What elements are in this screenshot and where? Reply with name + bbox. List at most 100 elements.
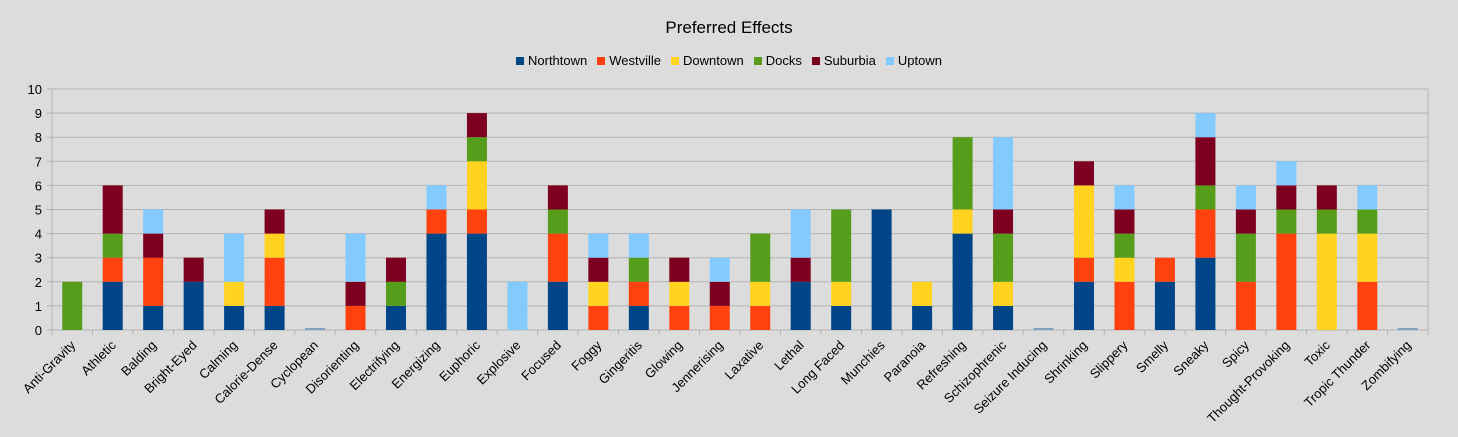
x-tick-label: Toxic [1301, 337, 1333, 369]
bar-segment-downtown [1114, 257, 1135, 282]
y-tick-label: 1 [35, 299, 42, 314]
bar-segment-northtown [183, 281, 204, 330]
legend-swatch [811, 56, 820, 65]
legend-item: Northtown [516, 53, 587, 68]
bar-segment-westville [264, 257, 285, 306]
bar-segment-northtown [790, 281, 811, 330]
bar-segment-westville [143, 257, 164, 306]
legend-swatch [597, 56, 606, 65]
bar-segment-uptown [1357, 185, 1378, 210]
bar-segment-suburbia [102, 185, 123, 234]
x-tick-label: Munchies [838, 337, 888, 387]
legend-swatch [516, 56, 524, 65]
bar-segment-westville [1276, 233, 1297, 330]
legend-item: Docks [753, 53, 802, 68]
bar-segment-downtown [952, 209, 973, 234]
x-tick-label: Shrinking [1041, 338, 1090, 387]
bar-segment-westville [588, 305, 609, 330]
bar-segment-northtown [547, 281, 568, 330]
legend-item: Westville [597, 53, 661, 68]
bar-segment-downtown [669, 281, 690, 306]
x-tick-label: Foggy [568, 337, 605, 374]
bar-segment-uptown [426, 185, 447, 210]
bar-segment-downtown [1074, 185, 1094, 258]
legend-item: Suburbia [811, 53, 876, 68]
bar-segment-northtown [426, 233, 447, 330]
bar-segment-downtown [224, 281, 245, 306]
bar-segment-westville [345, 305, 366, 330]
legend-label: Docks [765, 53, 802, 68]
legend-label: Uptown [897, 53, 942, 68]
x-tick-label: Spicy [1219, 337, 1252, 370]
bar-segment-downtown [1357, 233, 1378, 282]
bar-segment-suburbia [547, 185, 568, 210]
bar-segment-northtown [143, 305, 164, 330]
x-tick-label: Anti-Gravity [20, 337, 79, 396]
bar-segment-uptown [709, 257, 730, 282]
legend-swatch [671, 56, 680, 65]
bar-segment-docks [62, 281, 83, 330]
bar-segment-downtown [993, 281, 1014, 306]
bar-segment-northtown [386, 305, 406, 330]
bar-segment-empty [1033, 328, 1054, 330]
bar-segment-westville [628, 281, 649, 306]
bar-segment-westville [426, 209, 447, 234]
bar-segment-suburbia [588, 257, 609, 282]
y-tick-label: 6 [35, 178, 42, 193]
bar-segment-westville [466, 209, 487, 234]
x-tick-label: Laxative [722, 338, 767, 383]
bar-segment-northtown [628, 305, 649, 330]
bar-segment-uptown [1195, 113, 1216, 138]
x-tick-label: Slippery [1087, 337, 1131, 381]
bar-segment-northtown [102, 281, 123, 330]
bar-segment-westville [1195, 209, 1216, 258]
legend: Northtown Westville Downtown Docks Suburbia U… [0, 53, 1458, 68]
bar-segment-westville [750, 305, 771, 330]
bar-segment-westville [1074, 257, 1094, 282]
bar-segment-uptown [507, 281, 528, 330]
bar-segment-docks [750, 233, 771, 282]
bar-segment-suburbia [709, 281, 730, 306]
y-tick-label: 4 [35, 227, 42, 242]
bar-segment-suburbia [143, 233, 164, 258]
bar-segment-downtown [466, 161, 487, 210]
bar-segment-westville [709, 305, 730, 330]
bar-segment-westville [1235, 281, 1256, 330]
bar-segment-downtown [912, 281, 933, 306]
x-tick-label: Gingeritis [596, 337, 646, 387]
legend-label: Suburbia [823, 53, 876, 68]
y-tick-label: 2 [35, 275, 42, 290]
bar-segment-northtown [993, 305, 1014, 330]
bar-segment-suburbia [669, 257, 690, 282]
x-tick-label: Lethal [771, 337, 807, 373]
bar-segment-docks [1235, 233, 1256, 282]
bar-segment-suburbia [993, 209, 1014, 234]
bar-segment-docks [1114, 233, 1135, 258]
y-tick-label: 7 [35, 154, 42, 169]
bar-segment-westville [547, 233, 568, 282]
bar-segment-uptown [143, 209, 164, 234]
bar-segment-northtown [831, 305, 852, 330]
y-tick-label: 0 [35, 323, 42, 338]
bar-segment-suburbia [1316, 185, 1337, 210]
x-tick-label: Seizure Inducing [971, 338, 1050, 417]
bar-segment-westville [1114, 281, 1135, 330]
bar-segment-docks [993, 233, 1014, 282]
bar-segment-westville [1154, 257, 1175, 282]
y-tick-label: 8 [35, 130, 42, 145]
legend-label: Downtown [683, 53, 744, 68]
bar-segment-docks [1316, 209, 1337, 234]
bar-segment-docks [952, 137, 973, 210]
y-tick-label: 9 [35, 106, 42, 121]
bar-segment-docks [102, 233, 123, 258]
x-tick-label: Explosive [474, 338, 524, 388]
bar-segment-suburbia [1235, 209, 1256, 234]
bar-segment-downtown [264, 233, 285, 258]
bar-segment-docks [466, 137, 487, 162]
bar-segment-docks [386, 281, 406, 306]
bar-segment-docks [628, 257, 649, 282]
x-tick-label: Sneaky [1170, 337, 1212, 379]
bar-segment-northtown [1074, 281, 1094, 330]
bar-segment-northtown [1154, 281, 1175, 330]
